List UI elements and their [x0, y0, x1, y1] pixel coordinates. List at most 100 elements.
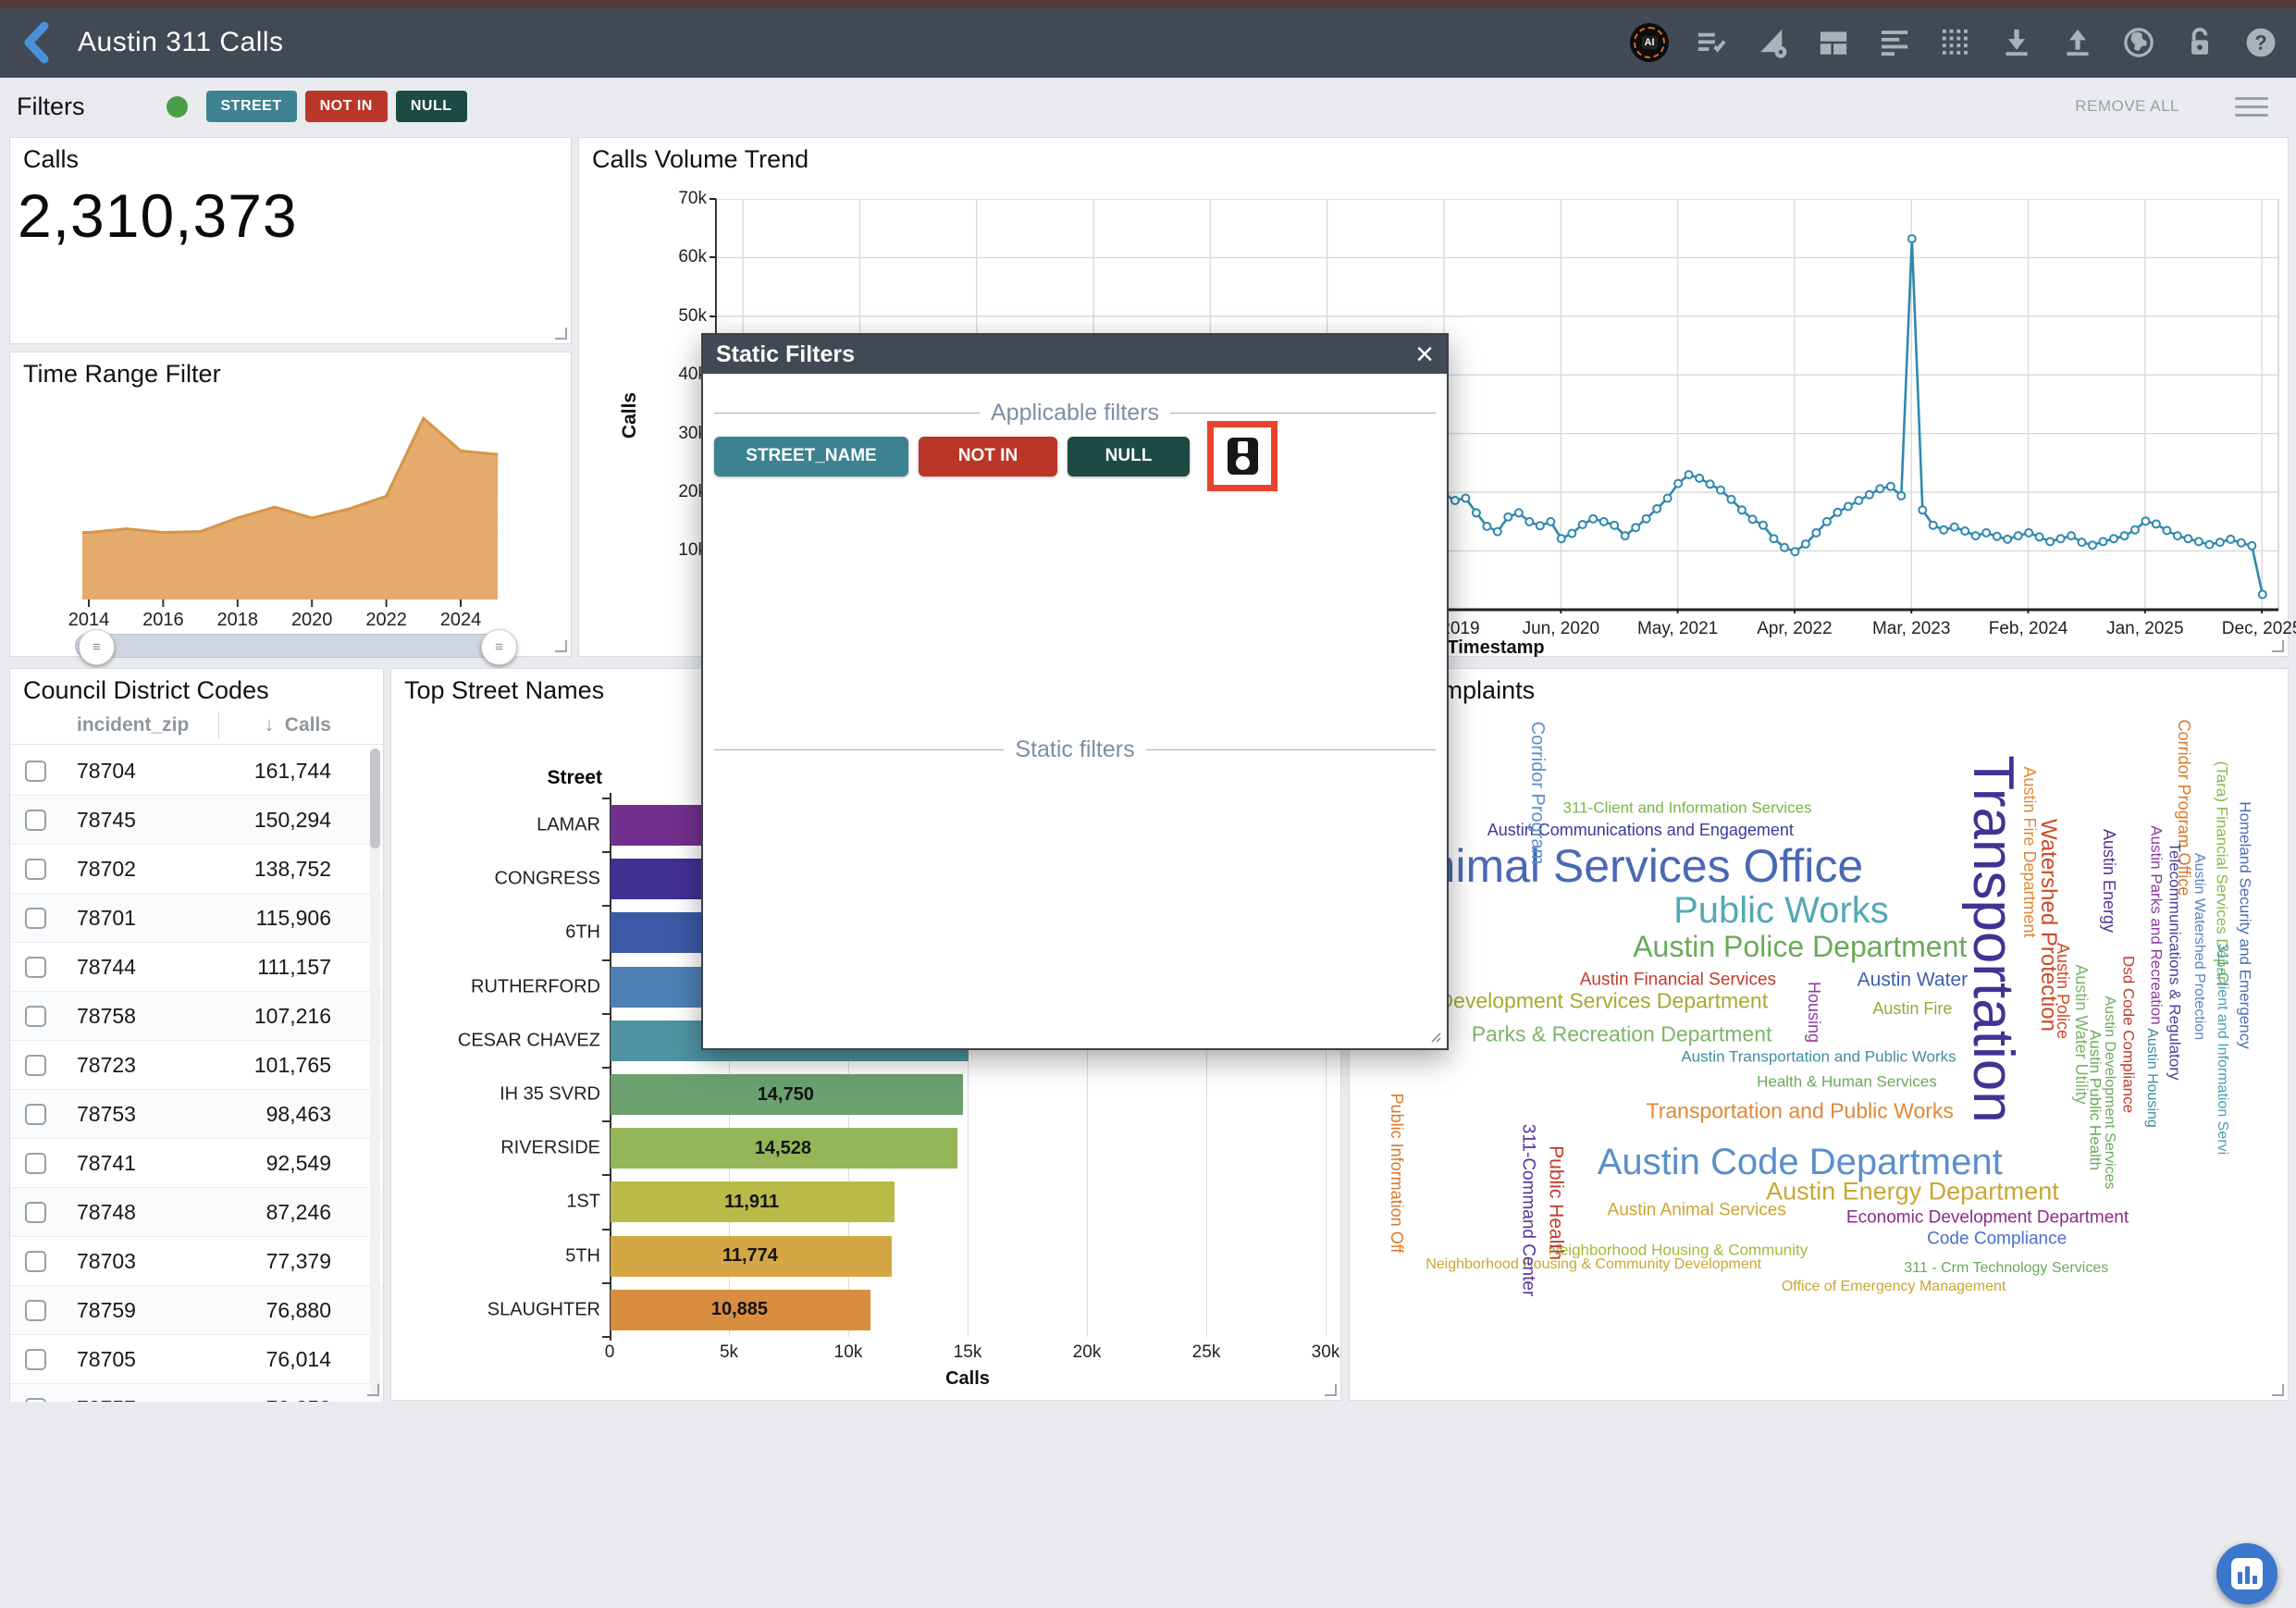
column-incident-zip[interactable]: incident_zip [77, 713, 190, 736]
wordcloud-term[interactable]: Austin Fire [1872, 999, 1953, 1019]
wordcloud-term[interactable]: Public Health [1545, 1144, 1567, 1260]
row-checkbox[interactable] [25, 809, 46, 831]
table-row[interactable]: 78705 76,014 [10, 1335, 383, 1384]
wordcloud-term[interactable]: Public Works [1673, 889, 1889, 931]
table-row[interactable]: 78745 150,294 [10, 796, 383, 845]
row-checkbox[interactable] [25, 907, 46, 929]
bar-slaughter[interactable] [611, 1289, 870, 1330]
row-checkbox[interactable] [25, 1397, 46, 1402]
dialog-header[interactable]: Static Filters × [703, 335, 1447, 374]
wordcloud-term[interactable]: Neighborhood Housing & Community [1548, 1241, 1808, 1259]
bar-5th[interactable] [611, 1235, 892, 1277]
bar-riverside[interactable] [611, 1128, 957, 1169]
table-row[interactable]: 78741 92,549 [10, 1139, 383, 1188]
align-lines-icon[interactable] [1876, 24, 1913, 61]
table-row[interactable]: 78759 76,880 [10, 1286, 383, 1335]
resize-handle[interactable] [367, 1384, 379, 1396]
wordcloud-term[interactable]: Parks & Recreation Department [1471, 1021, 1772, 1046]
table-scrollbar[interactable] [370, 748, 380, 1394]
resize-handle[interactable] [2272, 1384, 2284, 1396]
wordcloud-term[interactable]: Neighborhood Housing & Community Develop… [1426, 1255, 1762, 1272]
resize-handle[interactable] [1325, 1384, 1337, 1396]
row-checkbox[interactable] [25, 1103, 46, 1125]
filter-chip-null[interactable]: NULL [395, 91, 467, 122]
wordcloud-term[interactable]: Health & Human Services [1757, 1072, 1937, 1091]
row-checkbox[interactable] [25, 1299, 46, 1321]
bar-1st[interactable] [611, 1181, 895, 1223]
help-icon[interactable]: ? [2242, 24, 2279, 61]
wordcloud-term[interactable]: Austin Communications and Engagement [1487, 820, 1794, 839]
table-row[interactable]: 78757 72,358 [10, 1384, 383, 1402]
wordcloud-term[interactable]: Austin Animal Services [1607, 1200, 1786, 1220]
dotted-grid-icon[interactable] [1937, 24, 1974, 61]
charts-fab-button[interactable] [2216, 1543, 2277, 1604]
close-icon[interactable]: × [1415, 337, 1434, 372]
table-row[interactable]: 78704 161,744 [10, 747, 383, 796]
table-row[interactable]: 78744 111,157 [10, 943, 383, 992]
row-checkbox[interactable] [25, 1054, 46, 1076]
remove-all-button[interactable]: REMOVE ALL [2075, 97, 2179, 115]
wordcloud-term[interactable]: Austin Transportation and Public Works [1681, 1047, 1957, 1066]
row-checkbox[interactable] [25, 1250, 46, 1272]
filter-chip-street[interactable]: STREET [205, 91, 297, 122]
wordcloud-term[interactable]: 311-Client and Information Servi [2215, 943, 2231, 1155]
row-checkbox[interactable] [25, 1005, 46, 1027]
wordcloud-term[interactable]: 311 - Crm Technology Services [1904, 1259, 2109, 1276]
table-row[interactable]: 78748 87,246 [10, 1188, 383, 1237]
wordcloud-term[interactable]: Transportation [1960, 755, 2025, 1124]
table-row[interactable]: 78723 101,765 [10, 1041, 383, 1090]
wordcloud-term[interactable]: Housing [1804, 982, 1823, 1044]
download-icon[interactable] [1998, 24, 2035, 61]
wordcloud-term[interactable]: Transportation and Public Works [1646, 1098, 1954, 1123]
wordcloud-term[interactable]: Dsd Code Compliance [2119, 955, 2138, 1114]
save-static-filters-button[interactable] [1207, 421, 1278, 491]
wordcloud-term[interactable]: Homeland Security and Emergency [2236, 800, 2254, 1049]
upload-icon[interactable] [2059, 24, 2096, 61]
dialog-resize-handle[interactable] [1426, 1028, 1441, 1043]
layout-icon[interactable] [1815, 24, 1852, 61]
wordcloud-term[interactable]: Austin Public Health [2086, 1030, 2105, 1171]
wordcloud-term[interactable]: Telecommunications & Regulatory [2166, 842, 2184, 1081]
back-button[interactable] [20, 20, 57, 65]
wordcloud-term[interactable]: Austin Police [2053, 942, 2072, 1039]
ruler-gear-icon[interactable] [1754, 24, 1791, 61]
list-check-icon[interactable] [1693, 24, 1730, 61]
resize-handle[interactable] [555, 640, 567, 652]
time-range-slider-track[interactable] [75, 634, 517, 658]
slider-left-handle[interactable]: ≡ [79, 629, 115, 665]
table-row[interactable]: 78753 98,463 [10, 1090, 383, 1139]
filter-chip-not-in[interactable]: NOT IN [304, 91, 388, 122]
globe-icon[interactable] [2120, 24, 2157, 61]
slider-right-handle[interactable]: ≡ [481, 629, 517, 665]
time-range-area-chart[interactable] [10, 395, 571, 608]
wordcloud-term[interactable]: Public Information Off [1387, 1093, 1406, 1254]
table-row[interactable]: 78703 77,379 [10, 1237, 383, 1286]
wordcloud-term[interactable]: Austin Parks and Recreation [2147, 824, 2166, 1025]
row-checkbox[interactable] [25, 1152, 46, 1174]
row-checkbox[interactable] [25, 1201, 46, 1223]
wordcloud-term[interactable]: Animal Services Office [1399, 840, 1864, 893]
wordcloud-term[interactable]: Economic Development Department [1845, 1207, 2129, 1227]
wordcloud-term[interactable]: Code Compliance [1927, 1229, 2068, 1249]
row-checkbox[interactable] [25, 1348, 46, 1370]
wordcloud-term[interactable]: Austin Watershed Protection [2191, 853, 2207, 1041]
table-row[interactable]: 78758 107,216 [10, 992, 383, 1041]
wordcloud-term[interactable]: Austin Development Services [2102, 996, 2118, 1190]
table-row[interactable]: 78701 115,906 [10, 894, 383, 943]
lock-open-icon[interactable] [2181, 24, 2218, 61]
wordcloud-term[interactable]: 311-Command Center [1518, 1123, 1538, 1296]
dialog-chip-street_name[interactable]: STREET_NAME [714, 436, 908, 476]
wordcloud-term[interactable]: Austin Housing [2143, 1028, 2160, 1129]
wordcloud-term[interactable]: Austin Energy Department [1766, 1177, 2059, 1206]
column-calls[interactable]: ↓ Calls [264, 713, 331, 736]
table-row[interactable]: 78702 138,752 [10, 845, 383, 894]
scrollbar-thumb[interactable] [370, 748, 380, 848]
dialog-chip-not-in[interactable]: NOT IN [919, 436, 1057, 476]
wordcloud-term[interactable]: Austin Water [1857, 969, 1969, 991]
bar-ih-35-svrd[interactable] [611, 1074, 963, 1115]
wordcloud-term[interactable]: Office of Emergency Management [1781, 1278, 2006, 1294]
row-checkbox[interactable] [25, 858, 46, 880]
wordcloud-term[interactable]: Austin Financial Services [1579, 970, 1777, 990]
wordcloud-term[interactable]: Austin Energy [2100, 829, 2119, 934]
resize-handle[interactable] [2272, 640, 2284, 652]
